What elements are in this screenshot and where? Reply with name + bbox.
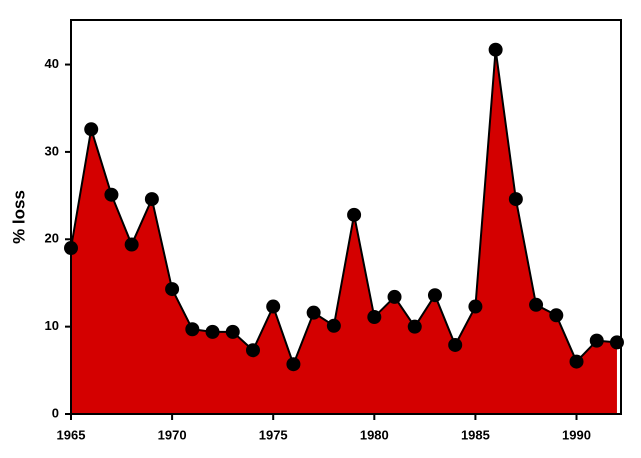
- x-tick-label: 1980: [360, 427, 389, 442]
- x-tick-label: 1985: [461, 427, 490, 442]
- area: [71, 49, 617, 414]
- marker: [387, 289, 402, 304]
- marker: [407, 319, 422, 334]
- marker: [326, 318, 341, 333]
- marker: [165, 282, 180, 297]
- marker: [367, 310, 382, 325]
- marker: [529, 297, 544, 312]
- marker: [104, 187, 119, 202]
- marker: [225, 324, 240, 339]
- marker: [427, 288, 442, 303]
- y-tick-label: 30: [45, 143, 59, 158]
- x-tick-label: 1965: [57, 427, 86, 442]
- marker: [286, 357, 301, 372]
- y-tick-label: 20: [45, 231, 59, 246]
- y-tick-label: 10: [45, 318, 59, 333]
- marker: [144, 192, 159, 207]
- marker: [347, 207, 362, 222]
- marker: [488, 42, 503, 57]
- x-tick-label: 1970: [158, 427, 187, 442]
- marker: [185, 322, 200, 337]
- line: [70, 49, 618, 368]
- marker: [205, 324, 220, 339]
- marker: [468, 299, 483, 314]
- x-tick-label: 1975: [259, 427, 288, 442]
- marker: [589, 333, 604, 348]
- marker: [266, 299, 281, 314]
- x-tick-label: 1990: [562, 427, 591, 442]
- y-tick-label: 40: [45, 56, 59, 71]
- plot-frame: [70, 19, 622, 415]
- marker: [569, 354, 584, 369]
- marker: [245, 343, 260, 358]
- marker: [549, 308, 564, 323]
- marker: [124, 237, 139, 252]
- y-axis-label: % loss: [9, 190, 28, 244]
- marker: [508, 192, 523, 207]
- y-tick-label: 0: [52, 405, 59, 420]
- marker: [84, 122, 99, 137]
- marker: [306, 305, 321, 320]
- marker: [448, 337, 463, 352]
